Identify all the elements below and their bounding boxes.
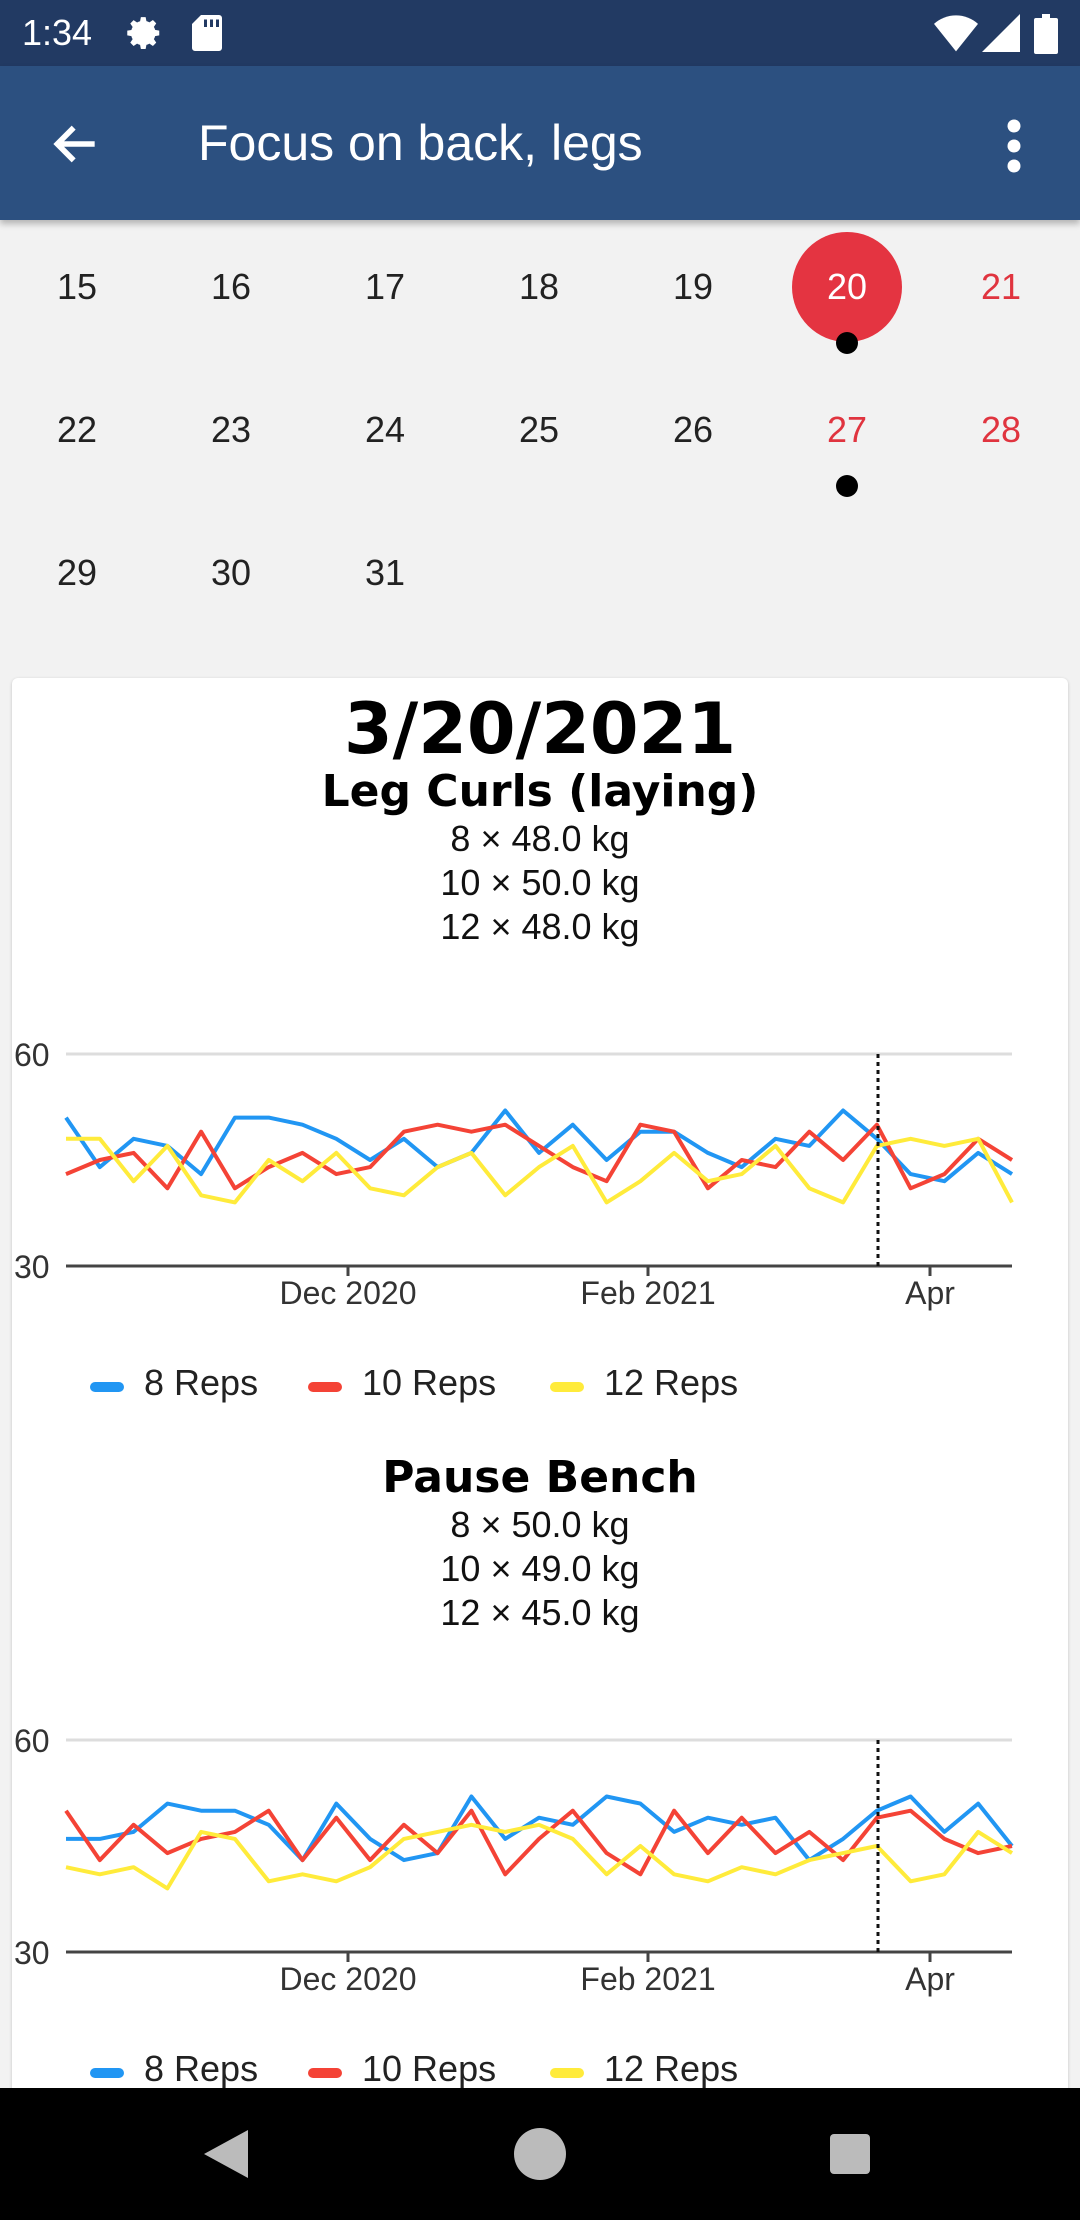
calendar-day-19[interactable]: 19 — [616, 232, 770, 332]
series-line-10-reps — [64, 1808, 1013, 1877]
calendar-day-number: 19 — [672, 266, 714, 307]
calendar-day-15[interactable]: 15 — [0, 232, 154, 332]
x-tick-label: Feb 2021 — [580, 1275, 715, 1311]
calendar-day-number: 23 — [210, 409, 252, 450]
calendar-day-number: 25 — [518, 409, 560, 450]
legend-swatch — [550, 1382, 584, 1392]
exercise-pause-bench: Pause Bench 8 × 50.0 kg 10 × 49.0 kg 12 … — [12, 1452, 1068, 1635]
y-tick-label: 60 — [14, 1723, 50, 1759]
x-tick-label: Apr — [905, 1961, 955, 1997]
exercise-set: 8 × 48.0 kg — [450, 818, 630, 859]
calendar-day-29[interactable]: 29 — [0, 518, 154, 618]
legend-label: 8 Reps — [144, 2048, 259, 2089]
more-vert-icon[interactable] — [996, 116, 1032, 176]
calendar-day-21[interactable]: 21 — [924, 232, 1078, 332]
selected-date: 3/20/2021 — [343, 688, 737, 770]
calendar-day-number: 22 — [56, 409, 98, 450]
system-nav-bar — [0, 2088, 1080, 2220]
exercise-set: 12 × 45.0 kg — [440, 1592, 640, 1633]
calendar-day-number: 29 — [56, 552, 98, 593]
exercise-leg-curls: Leg Curls (laying) 8 × 48.0 kg 10 × 50.0… — [12, 766, 1068, 949]
calendar-day-23[interactable]: 23 — [154, 375, 308, 475]
x-tick-label: Dec 2020 — [280, 1961, 417, 1997]
home-circle-icon[interactable] — [512, 2126, 568, 2182]
legend-swatch — [90, 2068, 124, 2078]
calendar-grid: 15 16 17 18 19 20 21 22 23 24 25 26 27 28 29 30 31 — [0, 220, 1080, 660]
line-chart: 60 30 Dec 2020 Feb 2021 Apr — [14, 1723, 1014, 1997]
calendar-day-number: 16 — [210, 266, 252, 307]
day-summary-card: 3/20/2021 Leg Curls (laying) 8 × 48.0 kg… — [12, 678, 1068, 2098]
calendar-day-number: 21 — [980, 266, 1022, 307]
recents-square-icon[interactable] — [826, 2126, 874, 2182]
x-tick-label: Feb 2021 — [580, 1961, 715, 1997]
legend-swatch — [550, 2068, 584, 2078]
calendar-day-number: 18 — [518, 266, 560, 307]
calendar-day-number: 26 — [672, 409, 714, 450]
calendar-day-number: 20 — [792, 232, 902, 342]
workout-indicator-dot — [836, 332, 858, 354]
status-bar: 1:34 — [0, 0, 1080, 66]
y-tick-label: 30 — [14, 1935, 50, 1971]
calendar-day-number: 31 — [364, 552, 406, 593]
calendar-day-27[interactable]: 27 — [770, 375, 924, 497]
calendar-day-16[interactable]: 16 — [154, 232, 308, 332]
calendar-day-number: 24 — [364, 409, 406, 450]
sd-card-icon — [192, 15, 222, 51]
calendar-day-26[interactable]: 26 — [616, 375, 770, 475]
series-line-12-reps — [65, 1822, 1014, 1891]
calendar-day-28[interactable]: 28 — [924, 375, 1078, 475]
exercise-set: 10 × 49.0 kg — [440, 1548, 640, 1589]
exercise-title: Pause Bench — [382, 1452, 698, 1503]
exercise-set: 8 × 50.0 kg — [450, 1504, 630, 1545]
calendar-day-20[interactable]: 20 — [770, 232, 924, 354]
gear-icon — [127, 17, 160, 49]
series-line-10-reps — [65, 1122, 1014, 1191]
series-line-8-reps — [66, 1794, 1014, 1863]
arrow-back-icon[interactable] — [48, 116, 104, 172]
x-tick-label: Dec 2020 — [280, 1275, 417, 1311]
calendar-day-25[interactable]: 25 — [462, 375, 616, 475]
calendar-day-number: 17 — [364, 266, 406, 307]
x-tick-label: Apr — [905, 1275, 955, 1311]
calendar-day-18[interactable]: 18 — [462, 232, 616, 332]
legend-swatch — [90, 1382, 124, 1392]
calendar-day-number: 30 — [210, 552, 252, 593]
exercise-set: 12 × 48.0 kg — [440, 906, 640, 947]
line-chart: 60 30 Dec 2020 Feb 2021 Apr — [14, 1037, 1014, 1311]
calendar-day-24[interactable]: 24 — [308, 375, 462, 475]
workout-indicator-dot — [836, 475, 858, 497]
battery-icon — [1034, 14, 1058, 54]
legend-label: 12 Reps — [604, 1362, 739, 1403]
status-time: 1:34 — [22, 12, 93, 53]
calendar-day-30[interactable]: 30 — [154, 518, 308, 618]
calendar-day-22[interactable]: 22 — [0, 375, 154, 475]
app-bar: Focus on back, legs — [0, 66, 1080, 220]
legend-label: 10 Reps — [362, 2048, 497, 2089]
back-triangle-icon[interactable] — [200, 2126, 252, 2182]
calendar-day-17[interactable]: 17 — [308, 232, 462, 332]
series-line-12-reps — [66, 1136, 1014, 1205]
series-line-8-reps — [64, 1108, 1014, 1184]
legend-swatch — [308, 1382, 342, 1392]
exercise-set: 10 × 50.0 kg — [440, 862, 640, 903]
legend-swatch — [308, 2068, 342, 2078]
legend-label: 12 Reps — [604, 2048, 739, 2089]
legend-label: 8 Reps — [144, 1362, 259, 1403]
calendar-day-31[interactable]: 31 — [308, 518, 462, 618]
signal-icon — [982, 14, 1020, 52]
calendar-day-number: 27 — [826, 409, 868, 450]
calendar-day-number: 15 — [56, 266, 98, 307]
legend-label: 10 Reps — [362, 1362, 497, 1403]
y-tick-label: 30 — [14, 1249, 50, 1285]
page-title: Focus on back, legs — [198, 115, 643, 171]
calendar-day-number: 28 — [980, 409, 1022, 450]
exercise-title: Leg Curls (laying) — [321, 766, 759, 817]
y-tick-label: 60 — [14, 1037, 50, 1073]
wifi-icon — [934, 15, 978, 52]
